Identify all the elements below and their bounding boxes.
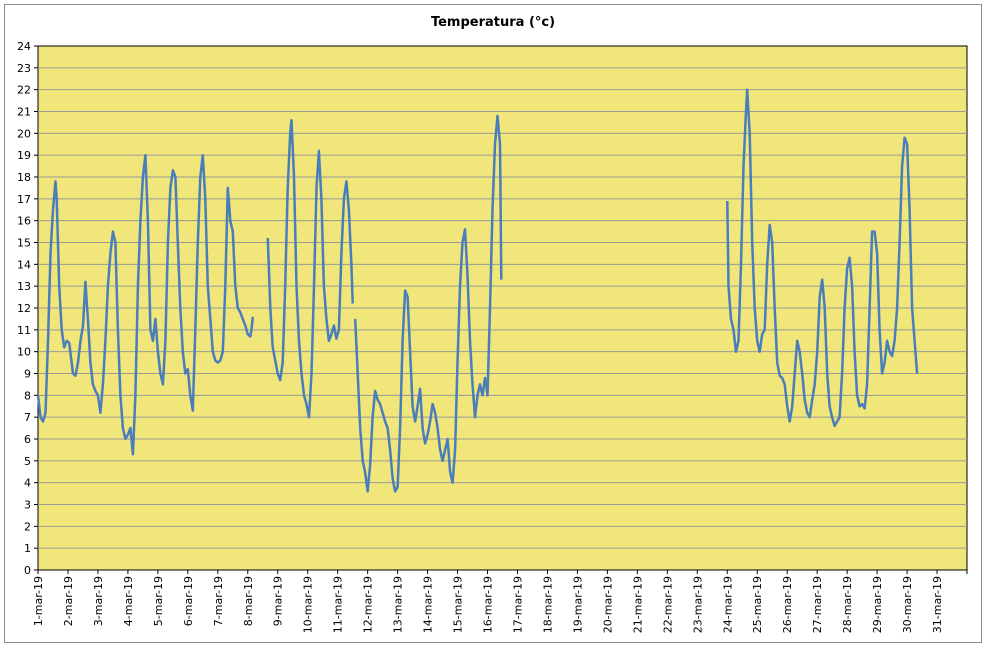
y-tick-label: 3: [24, 499, 31, 512]
temperature-line: [36, 153, 255, 456]
y-tick-label: 13: [17, 280, 31, 293]
x-tick-label: 13-mar-19: [392, 576, 405, 633]
y-tick-label: 5: [24, 455, 31, 468]
x-tick-label: 11-mar-19: [332, 576, 345, 633]
x-tick-label: 31-mar-19: [931, 576, 944, 633]
y-tick-label: 0: [24, 564, 31, 577]
x-tick-label: 15-mar-19: [452, 576, 465, 633]
y-tick-label: 6: [24, 433, 31, 446]
x-tick-label: 7-mar-19: [212, 576, 225, 626]
y-tick-label: 8: [24, 389, 31, 402]
x-tick-label: 6-mar-19: [182, 576, 195, 626]
y-tick-label: 21: [17, 106, 31, 119]
x-tick-label: 5-mar-19: [152, 576, 165, 626]
chart-title: Temperatura (°c): [430, 15, 556, 30]
y-tick-label: 4: [24, 477, 31, 490]
y-tick-label: 1: [24, 542, 31, 555]
y-tick-label: 15: [17, 237, 31, 250]
x-tick-label: 28-mar-19: [841, 576, 854, 633]
x-tick-label: 30-mar-19: [901, 576, 914, 633]
x-tick-label: 8-mar-19: [242, 576, 255, 626]
x-tick-label: 18-mar-19: [541, 576, 554, 633]
x-tick-label: 4-mar-19: [122, 576, 135, 626]
x-tick-label: 19-mar-19: [571, 576, 584, 633]
x-tick-label: 25-mar-19: [751, 576, 764, 633]
x-tick-label: 26-mar-19: [781, 576, 794, 633]
y-tick-label: 7: [24, 411, 31, 424]
temperature-line: [266, 118, 354, 419]
x-tick-label: 2-mar-19: [62, 576, 75, 626]
x-tick-label: 24-mar-19: [721, 576, 734, 633]
y-tick-label: 16: [17, 215, 31, 228]
x-tick-label: 10-mar-19: [302, 576, 315, 633]
y-tick-label: 14: [17, 258, 31, 271]
x-tick-label: 20-mar-19: [601, 576, 614, 633]
temperature-line: [726, 88, 919, 428]
x-tick-label: 3-mar-19: [92, 576, 105, 626]
y-tick-label: 9: [24, 368, 31, 381]
y-tick-label: 19: [17, 149, 31, 162]
x-tick-label: 27-mar-19: [811, 576, 824, 633]
y-tick-label: 23: [17, 62, 31, 75]
y-tick-label: 17: [17, 193, 31, 206]
y-tick-label: 2: [24, 520, 31, 533]
x-tick-label: 1-mar-19: [32, 576, 45, 626]
y-tick-label: 24: [17, 40, 31, 53]
y-tick-label: 18: [17, 171, 31, 184]
x-tick-label: 22-mar-19: [661, 576, 674, 633]
x-tick-label: 14-mar-19: [422, 576, 435, 633]
y-tick-label: 11: [17, 324, 31, 337]
x-tick-label: 23-mar-19: [691, 576, 704, 633]
x-tick-label: 9-mar-19: [272, 576, 285, 626]
x-tick-label: 21-mar-19: [631, 576, 644, 633]
y-tick-label: 20: [17, 127, 31, 140]
y-tick-label: 10: [17, 346, 31, 359]
x-tick-label: 12-mar-19: [362, 576, 375, 633]
x-tick-label: 16-mar-19: [482, 576, 495, 633]
x-tick-label: 17-mar-19: [511, 576, 524, 633]
y-tick-label: 12: [17, 302, 31, 315]
temperature-line: [353, 114, 503, 493]
y-tick-label: 22: [17, 84, 31, 97]
x-tick-label: 29-mar-19: [871, 576, 884, 633]
